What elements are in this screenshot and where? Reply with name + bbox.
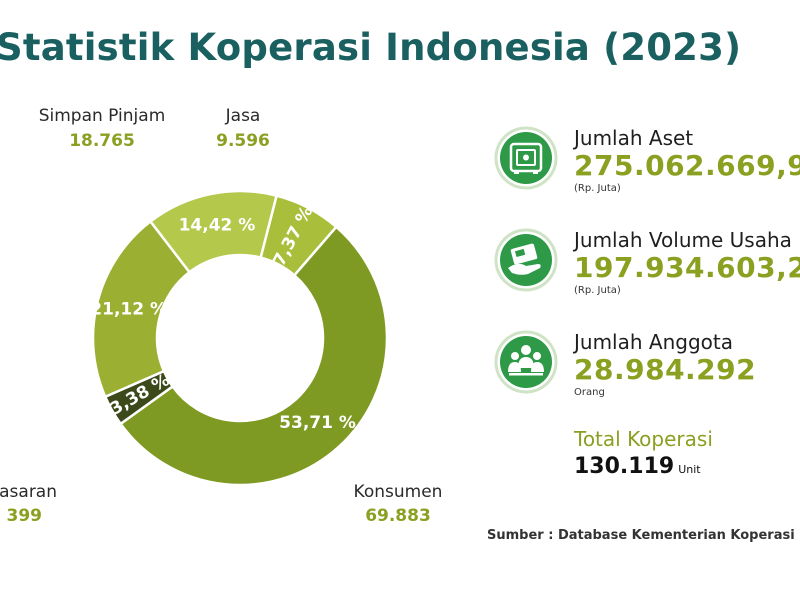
category-name-jasa: Jasa: [225, 106, 261, 126]
stat-unit: (Rp. Juta): [574, 285, 621, 296]
category-name-konsumen: Konsumen: [354, 482, 443, 502]
category-name-pemasaran: asaran: [0, 482, 57, 502]
category-count-jasa: 9.596: [216, 131, 270, 151]
total-unit: Unit: [678, 463, 701, 476]
donut-slice: [91, 219, 192, 399]
stat-label: Jumlah Anggota: [574, 330, 733, 354]
total-label: Total Koperasi: [574, 427, 713, 451]
category-count-konsumen: 69.883: [365, 506, 431, 526]
category-count-simpan-pinjam: 18.765: [69, 131, 135, 151]
stat-value: 28.984.292: [574, 353, 757, 386]
people-icon: [494, 330, 558, 394]
total-value: 130.119: [574, 454, 675, 479]
slice-percent-label: 21,12 %: [90, 299, 167, 319]
vault-icon: [494, 126, 558, 190]
donut-slice: [148, 189, 279, 274]
donut-slice: [118, 225, 389, 487]
slice-percent-label: 14,42 %: [179, 215, 256, 235]
slice-percent-label: 53,71 %: [279, 413, 356, 433]
category-count-pemasaran: 399: [7, 506, 43, 526]
page-title: Statistik Koperasi Indonesia (2023): [0, 26, 742, 69]
stat-value: 275.062.669,90: [574, 149, 800, 182]
stat-unit: (Rp. Juta): [574, 183, 621, 194]
category-name-simpan-pinjam: Simpan Pinjam: [39, 106, 166, 126]
stat-unit: Orang: [574, 387, 605, 398]
stat-label: Jumlah Volume Usaha: [574, 228, 792, 252]
total-koperasi: Total Koperasi 130.119 Unit: [574, 426, 713, 485]
source-note: Sumber : Database Kementerian Koperasi: [487, 528, 795, 543]
total-value-line: 130.119 Unit: [574, 452, 713, 485]
money-hand-icon: [494, 228, 558, 292]
stat-label: Jumlah Aset: [574, 126, 694, 150]
stat-value: 197.934.603,29: [574, 251, 800, 284]
